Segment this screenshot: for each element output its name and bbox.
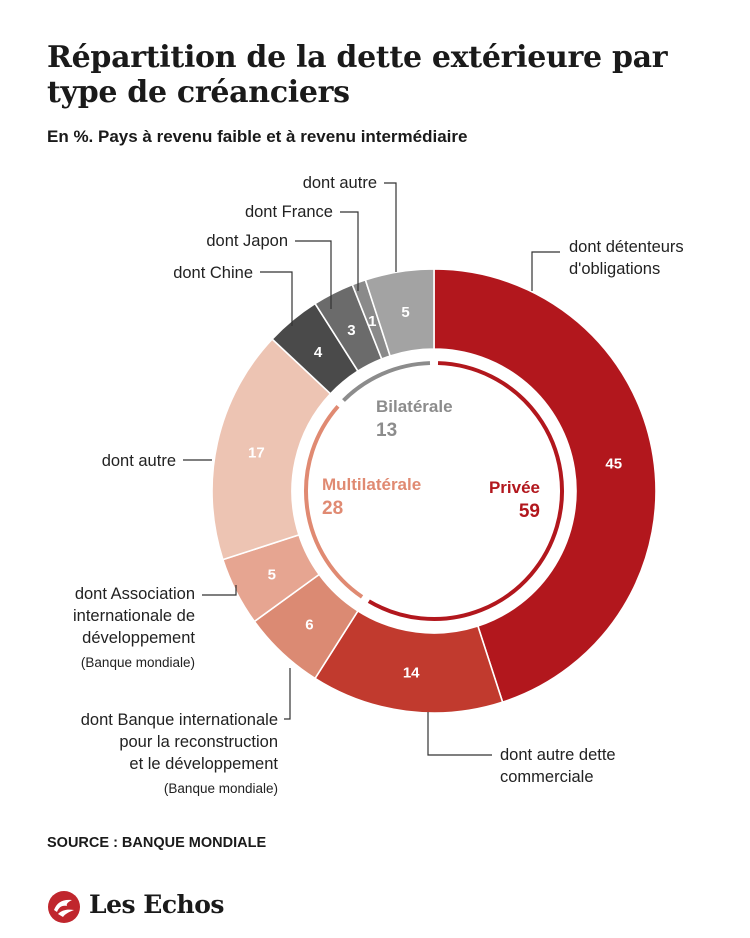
callout-label: dont autre — [303, 174, 377, 192]
source-note: SOURCE : BANQUE MONDIALE — [47, 835, 267, 851]
group-name-privee: Privée — [489, 478, 540, 497]
callout-label-line: développement — [82, 629, 195, 647]
callout-label-line: pour la reconstruction — [119, 733, 278, 751]
callout-label: dont Japon — [206, 232, 288, 250]
group-ring-multilaterale — [304, 405, 364, 599]
slice-value-label: 4 — [314, 344, 323, 361]
callout-leader-line — [202, 585, 237, 596]
group-name-multilaterale: Multilatérale — [322, 475, 421, 494]
brand-name: Les Echos — [89, 890, 224, 919]
group-value-privee: 59 — [519, 501, 540, 522]
slice-value-label: 14 — [403, 665, 420, 682]
callout-label-line: dont autre — [102, 452, 176, 470]
slice-value-label: 45 — [605, 456, 622, 473]
callout-leader-line — [260, 271, 293, 326]
slice-value-label: 1 — [368, 313, 376, 330]
callout-note: (Banque mondiale) — [81, 655, 195, 670]
callout-leader-line — [427, 712, 492, 756]
callout-label: dont Chine — [173, 264, 253, 282]
callout-label: dont Association internationale de dévelop… — [73, 585, 195, 647]
slice-value-label: 5 — [401, 304, 409, 321]
callout-label-line: dont détenteurs — [569, 238, 684, 256]
callout-note: (Banque mondiale) — [164, 781, 278, 796]
slice-value-label: 5 — [268, 567, 276, 584]
slice-bilaterale-8 — [364, 268, 435, 357]
callout-label: dont Banque internationale pour la recons… — [81, 711, 279, 773]
callout-label-line: dont Chine — [173, 264, 253, 282]
brand-emblem-icon — [48, 891, 80, 923]
callout-label-line: internationale de — [73, 607, 195, 625]
callout-label: dont France — [245, 203, 333, 221]
callout-label: dont autre — [102, 452, 176, 470]
callout-label-line: d'obligations — [569, 260, 660, 278]
callout-label-line: et le développement — [129, 755, 278, 773]
group-ring-privee — [367, 361, 564, 621]
chart-subtitle: En %. Pays à revenu faible et à revenu i… — [47, 127, 468, 146]
callout-label-line: dont autre dette — [500, 746, 616, 764]
donut-chart: 45 14 6 5 17 4 31 5 Privée 59 Multilatérale 28 Bilat… — [73, 174, 684, 796]
slice-value-label: 17 — [248, 444, 265, 461]
callout-leader-line — [531, 251, 560, 291]
group-name-bilaterale: Bilatérale — [376, 397, 453, 416]
group-value-multilaterale: 28 — [322, 498, 343, 519]
slice-value-label: 6 — [305, 617, 313, 634]
callout-leader-line — [340, 211, 359, 291]
callout-label-line: dont France — [245, 203, 333, 221]
callout-leader-line — [284, 668, 291, 720]
slice-value-label: 3 — [347, 322, 355, 339]
callout-leader-line — [295, 240, 332, 309]
callout-label-line: dont Banque internationale — [81, 711, 278, 729]
callout-leader-line — [384, 182, 397, 272]
callout-label-line: dont Association — [75, 585, 195, 603]
chart-title: Répartition de la dette extérieure par t… — [47, 40, 668, 110]
callout-label: dont détenteurs d'obligations — [569, 238, 684, 278]
slice-privee-0 — [433, 268, 657, 704]
callout-label: dont autre dette commerciale — [500, 746, 616, 786]
callout-label-line: dont Japon — [206, 232, 288, 250]
callout-label-line: commerciale — [500, 768, 594, 786]
group-ring-bilaterale — [342, 361, 431, 402]
callout-label-line: dont autre — [303, 174, 377, 192]
group-value-bilaterale: 13 — [376, 420, 397, 441]
